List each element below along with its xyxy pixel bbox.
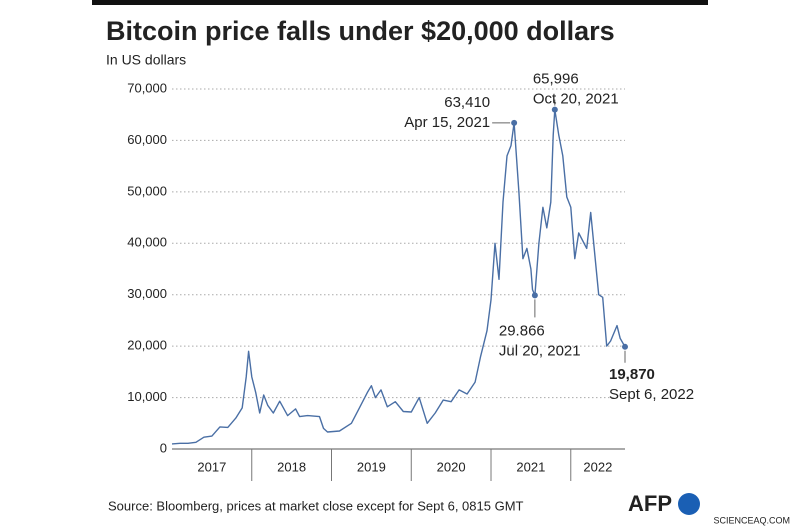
annotation-point: [551, 106, 558, 113]
annotation-date: Jul 20, 2021: [499, 342, 581, 359]
watermark: SCIENCEAQ.COM: [713, 515, 790, 525]
annotation-value: 65,996: [533, 71, 579, 88]
annotation-value: 63,410: [444, 94, 490, 111]
x-tick-label: 2020: [437, 459, 466, 474]
y-tick-label: 20,000: [127, 338, 167, 353]
x-tick-label: 2019: [357, 459, 386, 474]
chart-title: Bitcoin price falls under $20,000 dollar…: [106, 16, 615, 46]
chart-subtitle: In US dollars: [106, 52, 186, 68]
y-tick-label: 50,000: [127, 183, 167, 198]
x-tick-label: 2017: [197, 459, 226, 474]
source-note: Source: Bloomberg, prices at market clos…: [108, 498, 524, 513]
logo-circle: [678, 493, 700, 515]
y-tick-label: 10,000: [127, 389, 167, 404]
top-bar: [92, 0, 708, 5]
x-tick-label: 2022: [583, 459, 612, 474]
annotation-point: [531, 292, 538, 299]
annotation-date: Oct 20, 2021: [533, 91, 619, 108]
annotation-date: Sept 6, 2022: [609, 386, 694, 403]
y-tick-label: 60,000: [127, 132, 167, 147]
x-tick-label: 2021: [516, 459, 545, 474]
annotation-date: Apr 15, 2021: [404, 114, 490, 131]
logo-text: AFP: [628, 491, 672, 516]
y-tick-label: 40,000: [127, 235, 167, 250]
y-tick-label: 30,000: [127, 286, 167, 301]
annotation-value: 29.866: [499, 322, 545, 339]
annotation-value: 19,870: [609, 366, 655, 383]
y-tick-label: 70,000: [127, 80, 167, 95]
annotation-point: [622, 343, 628, 350]
price-line: [171, 108, 626, 445]
y-tick-label: 0: [160, 440, 167, 455]
x-tick-label: 2018: [277, 459, 306, 474]
annotation-point: [511, 119, 518, 126]
